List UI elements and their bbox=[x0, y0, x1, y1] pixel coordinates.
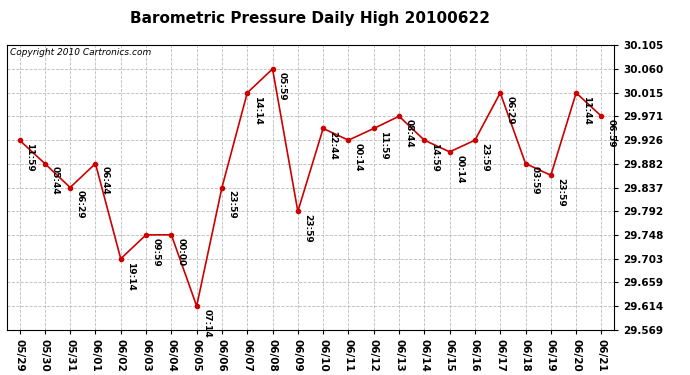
Text: 11:59: 11:59 bbox=[25, 143, 34, 172]
Text: 06:59: 06:59 bbox=[607, 119, 616, 148]
Text: 05:44: 05:44 bbox=[50, 166, 59, 195]
Text: 23:59: 23:59 bbox=[556, 178, 565, 207]
Text: 06:29: 06:29 bbox=[76, 190, 85, 219]
Text: 07:14: 07:14 bbox=[202, 309, 211, 338]
Text: 00:14: 00:14 bbox=[354, 143, 363, 171]
Text: 23:59: 23:59 bbox=[480, 143, 489, 172]
Text: 06:44: 06:44 bbox=[101, 166, 110, 195]
Text: 09:59: 09:59 bbox=[152, 238, 161, 266]
Text: 14:59: 14:59 bbox=[430, 143, 439, 172]
Text: 23:59: 23:59 bbox=[228, 190, 237, 219]
Text: 05:59: 05:59 bbox=[278, 72, 287, 100]
Text: 19:14: 19:14 bbox=[126, 261, 135, 290]
Text: 06:29: 06:29 bbox=[506, 96, 515, 124]
Text: 14:14: 14:14 bbox=[253, 96, 262, 124]
Text: 08:44: 08:44 bbox=[404, 119, 413, 148]
Text: 00:14: 00:14 bbox=[455, 154, 464, 183]
Text: 03:59: 03:59 bbox=[531, 166, 540, 195]
Text: 11:44: 11:44 bbox=[582, 96, 591, 124]
Text: 00:00: 00:00 bbox=[177, 238, 186, 266]
Text: 22:44: 22:44 bbox=[328, 131, 337, 160]
Text: Barometric Pressure Daily High 20100622: Barometric Pressure Daily High 20100622 bbox=[130, 11, 491, 26]
Text: 11:59: 11:59 bbox=[380, 131, 388, 160]
Text: Copyright 2010 Cartronics.com: Copyright 2010 Cartronics.com bbox=[10, 48, 151, 57]
Text: 23:59: 23:59 bbox=[304, 214, 313, 243]
